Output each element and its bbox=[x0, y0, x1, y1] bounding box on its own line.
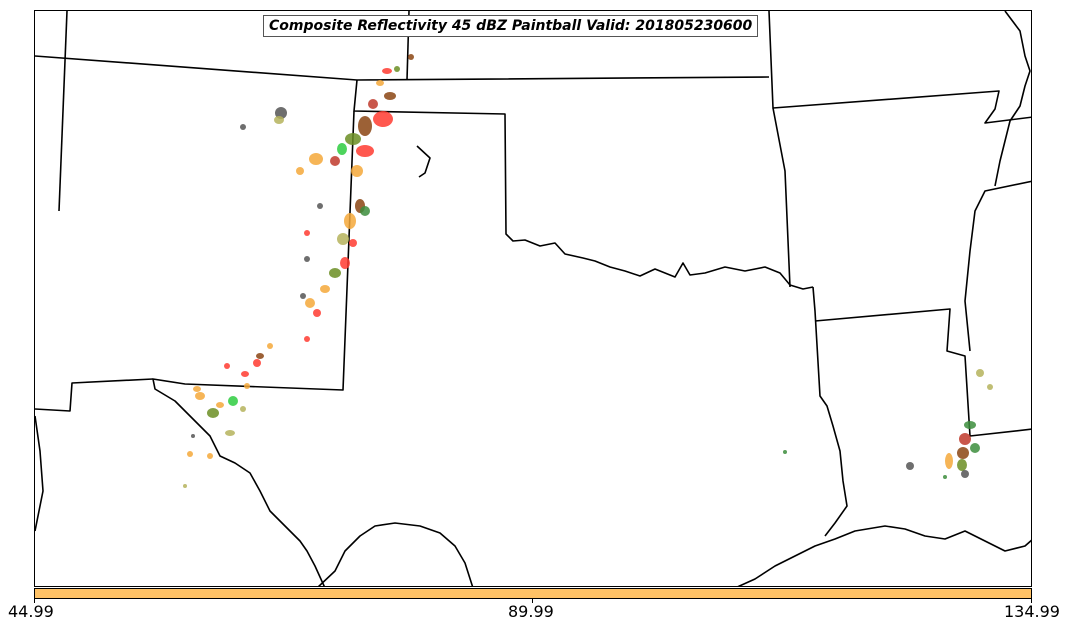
reflectivity-blob bbox=[240, 124, 246, 130]
reflectivity-blob bbox=[368, 99, 378, 109]
reflectivity-blob bbox=[244, 383, 250, 389]
reflectivity-blob bbox=[957, 459, 967, 471]
reflectivity-blob bbox=[193, 386, 201, 392]
reflectivity-blob bbox=[964, 421, 976, 429]
oklahoma-border bbox=[353, 79, 814, 290]
reflectivity-blob bbox=[253, 359, 261, 367]
reflectivity-blob bbox=[183, 484, 187, 488]
reflectivity-blob bbox=[309, 153, 323, 165]
reflectivity-blob bbox=[384, 92, 396, 100]
reflectivity-blob bbox=[408, 54, 414, 60]
reflectivity-blob bbox=[225, 430, 235, 436]
reflectivity-blob bbox=[224, 363, 230, 369]
colorbar-tick bbox=[1031, 599, 1032, 603]
reflectivity-blob bbox=[970, 443, 980, 453]
reflectivity-blob bbox=[337, 233, 349, 245]
border-line bbox=[994, 11, 1031, 187]
map-canvas bbox=[35, 11, 1031, 586]
reflectivity-blob bbox=[207, 408, 219, 418]
reflectivity-blobs bbox=[183, 54, 993, 488]
reflectivity-blob bbox=[275, 107, 287, 119]
reflectivity-blob bbox=[373, 111, 393, 127]
border-line bbox=[416, 145, 431, 178]
reflectivity-blob bbox=[356, 145, 374, 157]
texas-west-border bbox=[152, 110, 355, 586]
coastline bbox=[317, 522, 474, 586]
border-line bbox=[768, 11, 1031, 124]
reflectivity-blob bbox=[305, 298, 315, 308]
reflectivity-blob bbox=[945, 453, 953, 469]
colorbar-tick bbox=[34, 599, 35, 603]
reflectivity-blob bbox=[358, 116, 372, 136]
reflectivity-blob bbox=[256, 353, 264, 359]
reflectivity-blob bbox=[987, 384, 993, 390]
border-line bbox=[35, 415, 44, 532]
reflectivity-blob bbox=[330, 156, 340, 166]
reflectivity-blob bbox=[274, 116, 284, 124]
arkansas-border bbox=[772, 107, 791, 288]
reflectivity-blob bbox=[906, 462, 914, 470]
reflectivity-blob bbox=[267, 343, 273, 349]
reflectivity-blob bbox=[959, 433, 971, 445]
reflectivity-blob bbox=[187, 451, 193, 457]
border-line bbox=[35, 55, 770, 81]
reflectivity-blob bbox=[349, 239, 357, 247]
reflectivity-blob bbox=[240, 406, 246, 412]
gulf-coastline bbox=[737, 525, 1031, 586]
reflectivity-blob bbox=[337, 143, 347, 155]
reflectivity-blob bbox=[961, 470, 969, 478]
reflectivity-blob bbox=[957, 447, 969, 459]
reflectivity-blob bbox=[300, 293, 306, 299]
mississippi-river bbox=[964, 180, 1031, 352]
reflectivity-blob bbox=[382, 68, 392, 74]
border-line bbox=[35, 378, 154, 412]
colorbar-tick-label-min: 44.99 bbox=[8, 602, 54, 621]
reflectivity-blob bbox=[943, 475, 947, 479]
reflectivity-blob bbox=[207, 453, 213, 459]
reflectivity-blob bbox=[320, 285, 330, 293]
reflectivity-blob bbox=[195, 392, 205, 400]
reflectivity-blob bbox=[351, 165, 363, 177]
reflectivity-blob bbox=[394, 66, 400, 72]
reflectivity-blob bbox=[241, 371, 249, 377]
reflectivity-blob bbox=[304, 256, 310, 262]
reflectivity-blob bbox=[296, 167, 304, 175]
reflectivity-blob bbox=[228, 396, 238, 406]
reflectivity-blob bbox=[360, 206, 370, 216]
map-title: Composite Reflectivity 45 dBZ Paintball … bbox=[263, 15, 759, 37]
reflectivity-blob bbox=[191, 434, 195, 438]
reflectivity-blob bbox=[304, 336, 310, 342]
reflectivity-blob bbox=[313, 309, 321, 317]
reflectivity-blob bbox=[345, 133, 361, 145]
reflectivity-blob bbox=[216, 402, 224, 408]
colorbar-tick-label-max: 134.99 bbox=[1004, 602, 1060, 621]
colorbar bbox=[34, 588, 1032, 599]
reflectivity-blob bbox=[783, 450, 787, 454]
reflectivity-blob bbox=[304, 230, 310, 236]
louisiana-border bbox=[814, 308, 1031, 437]
state-borders bbox=[35, 11, 1031, 586]
map-panel bbox=[34, 10, 1032, 587]
reflectivity-blob bbox=[329, 268, 341, 278]
reflectivity-blob bbox=[340, 257, 350, 269]
reflectivity-blob bbox=[344, 213, 356, 229]
reflectivity-blob bbox=[976, 369, 984, 377]
reflectivity-blob bbox=[376, 80, 384, 86]
colorbar-tick-label-mid: 89.99 bbox=[508, 602, 554, 621]
reflectivity-blob bbox=[317, 203, 323, 209]
border-line bbox=[58, 11, 68, 212]
texas-east-border bbox=[812, 286, 848, 537]
colorbar-tick bbox=[532, 599, 533, 603]
